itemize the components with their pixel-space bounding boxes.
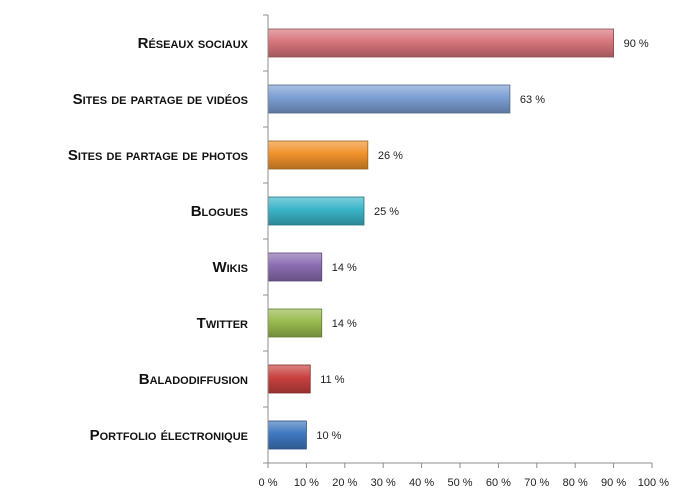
value-label: 25 % [374, 206, 399, 218]
bar-2 [267, 84, 511, 114]
axes: 0 % 10 % 20 % 30 % 40 % 50 % 60 % 70 % 80 % 90 % 1… [259, 14, 669, 489]
x-tick-label: 100 % [638, 477, 669, 489]
x-tick-label: 40 % [409, 477, 434, 489]
value-label: 10 % [316, 430, 341, 442]
value-label: 14 % [332, 318, 357, 330]
x-tick-label: 90 % [601, 477, 626, 489]
bar-7 [267, 364, 311, 394]
value-label: 90 % [624, 38, 649, 50]
category-label: Portfolio électronique [90, 427, 248, 444]
bar-4 [267, 196, 365, 226]
category-label: Twitter [197, 315, 248, 332]
bar-8 [267, 420, 307, 450]
category-label: Sites de partage de vidéos [73, 91, 248, 108]
x-tick-label: 0 % [259, 477, 278, 489]
category-label: Baladodiffusion [139, 371, 248, 388]
bars-layer [267, 28, 615, 450]
category-label: Wikis [212, 259, 248, 276]
x-tick-label: 20 % [332, 477, 357, 489]
bar-3 [267, 140, 369, 170]
bar-5 [267, 252, 323, 282]
value-label: 11 % [320, 374, 344, 386]
x-tick-label: 60 % [486, 477, 511, 489]
x-tick-label: 10 % [294, 477, 319, 489]
value-label: 26 % [378, 150, 403, 162]
value-label: 14 % [332, 262, 357, 274]
x-tick-label: 80 % [563, 477, 588, 489]
value-label: 63 % [520, 94, 545, 106]
bar-6 [267, 308, 323, 338]
bar-1 [267, 28, 615, 58]
category-label: Sites de partage de photos [68, 147, 248, 164]
category-label: Blogues [191, 203, 248, 220]
x-tick-label: 50 % [447, 477, 472, 489]
x-tick-label: 30 % [371, 477, 396, 489]
x-tick-label: 70 % [524, 477, 549, 489]
labels-layer: Réseaux sociaux 90 % Sites de partage de v… [68, 35, 649, 444]
category-label: Réseaux sociaux [138, 35, 249, 52]
